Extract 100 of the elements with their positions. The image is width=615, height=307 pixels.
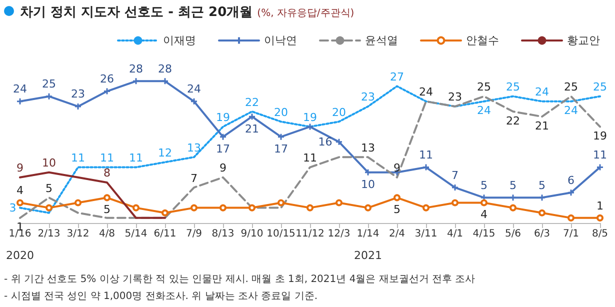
text: - 시점별 전국 성인 약 1,000명 전화조사. 위 날짜는 조사 종료일 기준. [4,290,318,303]
point [480,199,488,206]
point [567,188,575,196]
data-label: 6 [568,174,574,187]
point [278,199,284,206]
chart-title: 차기 정치 지도자 선호도 - 최근 20개월 [20,5,253,20]
data-label: 24 [187,82,201,96]
text: 2021 [354,249,382,262]
data-label: 16 [318,135,332,148]
x-tick-label: 5/14 [124,228,148,240]
x-tick-label: 8/5 [592,228,608,240]
x-tick-label: 3/12 [66,228,90,240]
point [190,204,198,212]
point [277,133,285,141]
data-label: 25 [564,80,578,94]
data-label: 17 [274,142,288,156]
data-label: 11 [100,152,114,165]
data-label: 5 [480,178,488,192]
data-label: 9 [394,162,400,175]
x-tick-label: 1/14 [356,228,380,240]
point [335,138,343,146]
point [132,77,140,85]
data-label: 5 [46,182,52,195]
data-label: 28 [158,62,172,76]
data-label: 25 [42,78,56,91]
data-label: 22 [245,96,259,109]
legend-label: 이낙연 [264,34,297,47]
point [161,77,169,85]
legend-label: 이재명 [163,34,196,47]
point [104,194,110,202]
data-label: 5 [510,178,516,192]
x-tick-label: 5/6 [504,228,522,240]
point [45,92,53,100]
x-tick-label: 10/15 [266,228,296,240]
point [538,194,546,202]
data-label: 23 [448,90,462,104]
data-label: 5 [538,178,546,192]
data-label: 11 [129,152,143,165]
data-label: 24 [419,86,433,99]
x-tick-label: 8/13 [212,228,234,240]
data-label: 20 [332,106,346,119]
point [220,204,226,212]
point [74,199,82,206]
legend-label: 안철수 [466,34,499,47]
data-label: 23 [71,88,85,101]
text: - 위 기간 선호도 5% 이상 기록한 적 있는 인물만 제시. 매월 초 1회, 2021년 4월은 재보궐선거 전후 조사 [4,273,476,286]
x-tick-label: 7/9 [186,228,202,240]
data-label: 10 [42,156,56,170]
x-tick-label: 4/1 [446,228,464,240]
data-label: 3 [9,201,16,214]
chart-subtitle: (%, 자유응답/주관식) [257,8,354,19]
data-label: 27 [390,70,404,84]
point [190,98,198,106]
data-label: 19 [303,110,317,124]
data-label: 7 [190,172,198,185]
x-tick-label: 12/3 [328,228,350,240]
point [452,199,458,206]
point [306,204,314,212]
x-tick-label: 2/4 [388,228,406,240]
data-label: 19 [593,129,607,142]
data-label: 8 [104,166,110,180]
point [538,209,546,216]
point [451,184,459,192]
data-label: 4 [480,208,488,222]
x-tick-label: 4/15 [472,228,496,240]
data-label: 24 [477,104,491,118]
data-label: 20 [274,106,288,119]
data-label: 1 [596,199,604,212]
data-label: 11 [303,152,317,165]
data-label: 21 [535,119,549,132]
point [103,88,111,96]
x-tick-label: 7/1 [562,228,580,240]
point [394,194,400,202]
point [16,199,24,206]
legend-label: 황교안 [567,34,600,47]
point [306,122,314,130]
point [422,204,430,212]
point [596,214,604,222]
point [74,102,82,110]
point [568,214,574,222]
point [509,194,517,202]
point [132,204,140,212]
x-tick-label: 11/12 [296,228,324,240]
data-label: 7 [452,168,458,182]
data-label: 4 [16,184,24,198]
x-tick-label: 6/3 [534,228,550,240]
legend-label: 윤석열 [365,34,398,47]
data-label: 22 [506,114,520,128]
point [364,168,372,176]
data-label: 13 [361,141,375,154]
point [422,164,430,172]
data-label: 5 [104,203,110,216]
data-label: 23 [361,90,375,104]
point [248,204,256,212]
data-label: 24 [13,82,27,96]
data-label: 10 [361,178,375,192]
data-label: 21 [245,122,259,136]
point [336,199,342,206]
data-label: 24 [564,104,578,118]
point [364,204,372,212]
